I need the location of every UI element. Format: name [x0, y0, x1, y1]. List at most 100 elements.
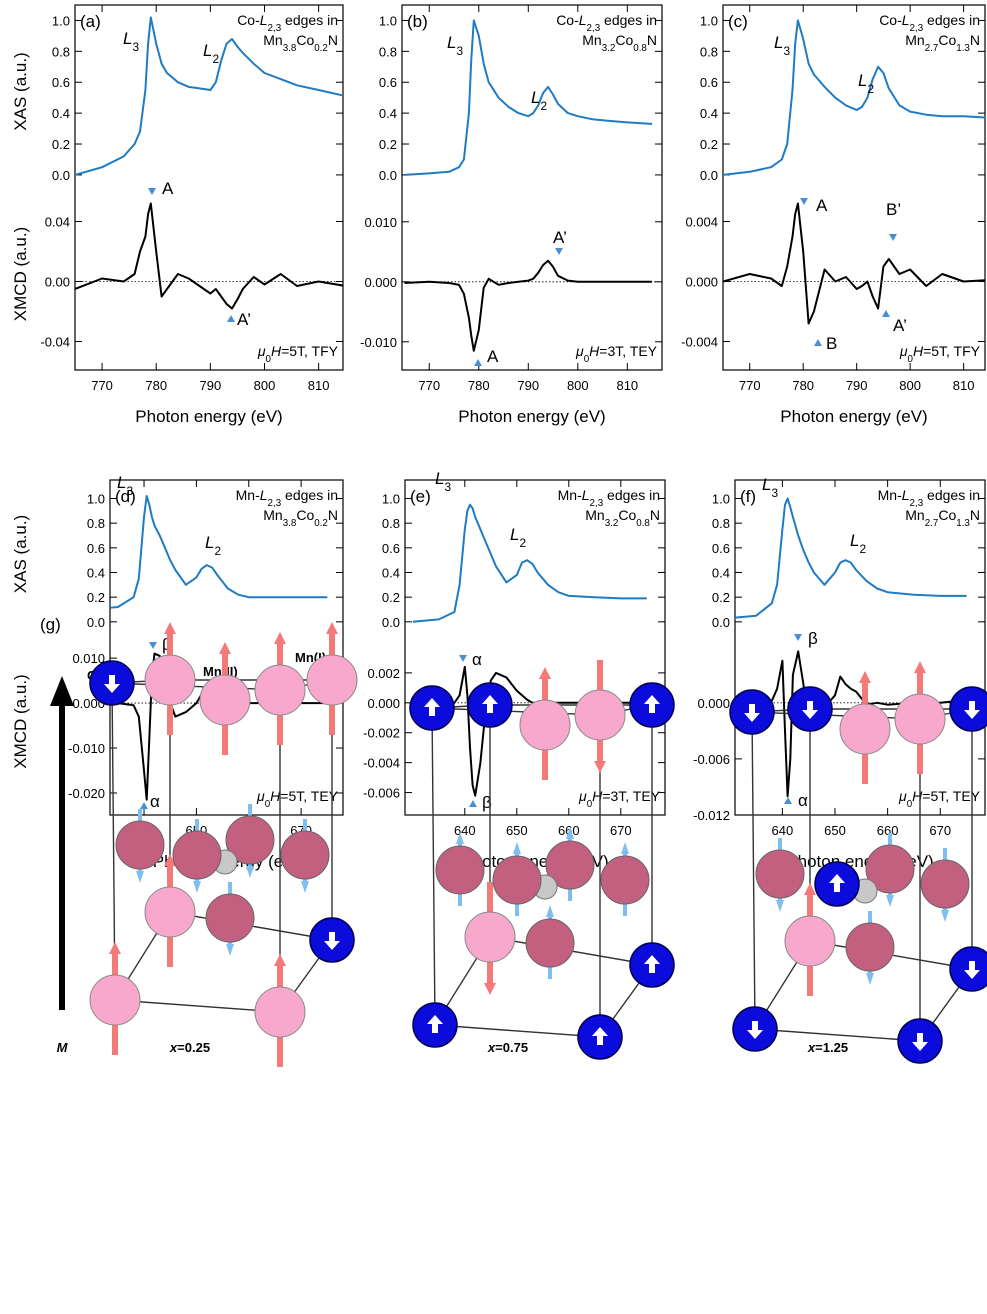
mn2-spin-head: [136, 871, 144, 883]
panel-subtitle: Mn3.8Co0.2N: [263, 32, 338, 54]
text-segment: Co: [296, 32, 314, 48]
co-atom: [949, 686, 987, 732]
xmcd-line: [412, 665, 647, 797]
text-segment: L: [203, 41, 212, 60]
text-segment: =0.25: [177, 1040, 210, 1055]
y2-tick-label: 0.010: [364, 215, 397, 230]
panel-label: (e): [410, 487, 431, 506]
x-tick-label: 800: [567, 378, 589, 393]
peak-marker: [814, 339, 822, 346]
text-segment: μ: [256, 788, 265, 804]
peak-marker: [784, 797, 792, 804]
panel-label: (b): [407, 12, 428, 31]
mn2-spin-head: [301, 881, 309, 893]
text-segment: 2: [519, 536, 526, 550]
xas-line: [75, 16, 343, 176]
plot-area: [404, 19, 653, 352]
mn2-spin-head: [246, 866, 254, 878]
text-segment: L: [579, 12, 587, 28]
plot-frame: [74, 4, 344, 371]
y-tick-label: 0.8: [87, 516, 105, 531]
text-segment: 3: [132, 40, 139, 54]
x-tick-label: 670: [610, 823, 632, 838]
y2-tick-label: -0.020: [68, 786, 105, 801]
text-segment: edges in: [281, 12, 338, 28]
y2-tick-label: -0.04: [40, 335, 70, 350]
text-segment: N: [647, 32, 657, 48]
text-segment: =0.75: [495, 1040, 528, 1055]
text-segment: x: [169, 1040, 178, 1055]
plot-area: [75, 16, 343, 310]
co-atom: [949, 946, 987, 992]
mn2-atom: [280, 830, 330, 880]
panel-title: Mn-L2,3 edges in: [558, 487, 660, 509]
mn1-spin-head: [109, 942, 121, 954]
text-segment: Mn: [905, 32, 924, 48]
text-segment: 0: [907, 354, 913, 365]
plot-area: [735, 497, 967, 798]
mn2-spin-head: [566, 827, 574, 839]
mn2-atom: [172, 830, 222, 880]
plot-area: [412, 503, 647, 797]
x-tick-label: 650: [506, 823, 528, 838]
mn1-atom: [839, 703, 891, 755]
text-segment: 3: [456, 44, 463, 58]
text-segment: A’: [893, 316, 907, 335]
annotation: α: [150, 792, 160, 811]
text-segment: 3: [771, 486, 778, 500]
y-tick-label: 1.0: [700, 13, 718, 28]
annotation: α: [798, 791, 808, 810]
text-segment: N: [970, 507, 980, 523]
peak-marker: [227, 315, 235, 322]
text-segment: N: [970, 32, 980, 48]
y-tick-label: 0.8: [379, 44, 397, 59]
text-segment: 3.8: [283, 43, 297, 54]
peak-marker: [794, 634, 802, 641]
text-segment: A: [487, 347, 499, 366]
co-spin: [644, 955, 660, 973]
co-spin: [964, 701, 980, 719]
text-segment: L: [117, 473, 126, 492]
mn2-spin-head: [456, 832, 464, 844]
y2-axis-label: XMCD (a.u.): [11, 674, 30, 768]
annotation: β: [482, 793, 492, 812]
mn2-atom: [600, 855, 650, 905]
y-tick-label: 0.2: [52, 137, 70, 152]
y-tick-label: 0.0: [87, 615, 105, 630]
mn1-atom: [784, 915, 836, 967]
co-spin: [744, 704, 760, 722]
text-segment: 2,3: [587, 23, 601, 34]
mn2-atom: [755, 849, 805, 899]
panel-condition: μ0H=5T, TEY: [256, 788, 339, 810]
peak-marker: [459, 655, 467, 662]
y2-tick-label: 0.000: [685, 275, 718, 290]
y-tick-label: 0.2: [700, 137, 718, 152]
mn2-spin-head: [546, 905, 554, 917]
mn1-spin-head: [539, 667, 551, 679]
y-tick-label: 1.0: [712, 492, 730, 507]
y-axis-label: XAS (a.u.): [11, 52, 30, 130]
text-segment: edges in: [603, 487, 660, 503]
text-segment: μ: [257, 343, 266, 359]
annotation: L3: [123, 29, 139, 54]
y-tick-label: 0.8: [52, 44, 70, 59]
text-segment: 0: [265, 354, 271, 365]
text-segment: A’: [553, 228, 567, 247]
text-segment: 2,3: [590, 498, 604, 509]
structure-caption: x=1.25: [807, 1040, 848, 1055]
text-segment: 3: [444, 480, 451, 494]
crystal-structure: [89, 622, 358, 1067]
mn2-spin-head: [193, 881, 201, 893]
peak-marker: [889, 234, 897, 241]
x-axis-label: Photon energy (eV): [780, 407, 927, 426]
panel-title: Mn-L2,3 edges in: [878, 487, 980, 509]
annotation: L3: [447, 33, 463, 58]
mn2-atom: [920, 859, 970, 909]
mn2-spin-head: [776, 900, 784, 912]
mn1-atom: [574, 689, 626, 741]
text-segment: L: [260, 487, 268, 503]
text-segment: Mn: [263, 32, 282, 48]
peak-marker: [140, 802, 148, 809]
y-tick-label: 0.4: [700, 106, 718, 121]
